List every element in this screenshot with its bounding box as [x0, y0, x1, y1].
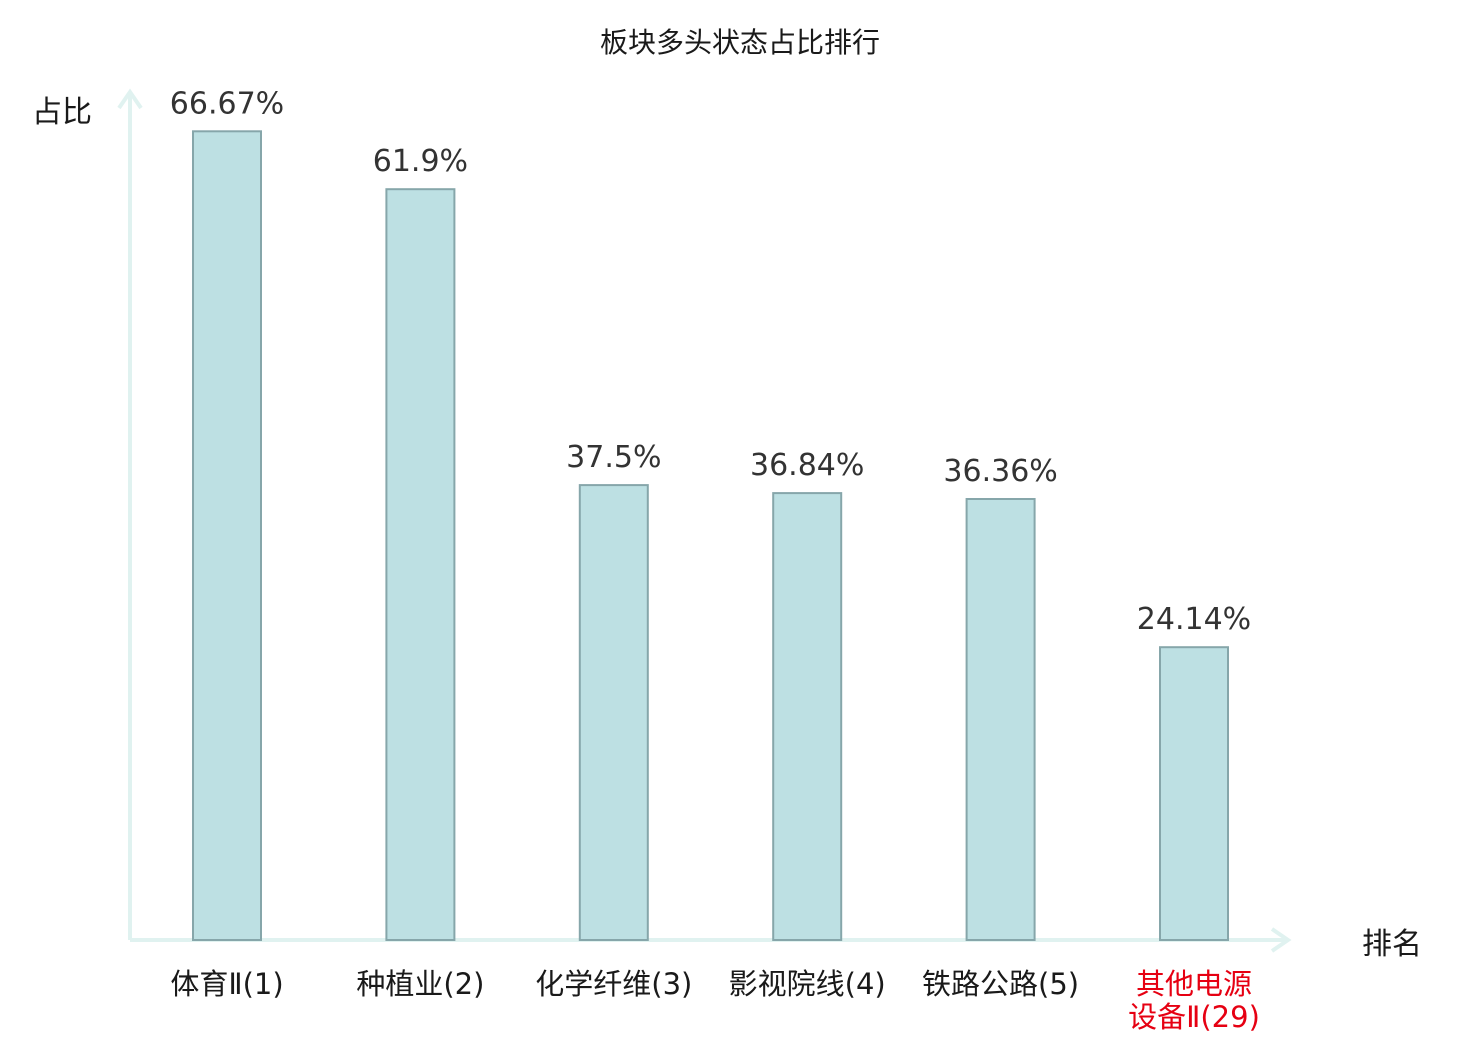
category-label-line: 影视院线(4) — [729, 967, 886, 1001]
bar-6 — [1159, 646, 1229, 941]
y-axis-arrow-icon — [117, 88, 143, 110]
category-label-line: 体育Ⅱ(1) — [170, 967, 283, 1001]
value-label-3: 37.5% — [566, 440, 661, 475]
x-axis-label: 排名 — [1362, 927, 1422, 962]
category-label-2: 种植业(2) — [356, 967, 484, 1001]
y-axis-label: 占比 — [32, 95, 92, 130]
category-label-line: 种植业(2) — [356, 967, 484, 1001]
category-label-6: 其他电源设备Ⅱ(29) — [1128, 967, 1260, 1034]
category-label-line: 铁路公路(5) — [922, 967, 1079, 1001]
value-label-1: 66.67% — [170, 86, 284, 121]
y-axis: 占比 — [32, 88, 143, 940]
category-label-5: 铁路公路(5) — [922, 967, 1079, 1001]
category-labels: 体育Ⅱ(1) 种植业(2) 化学纤维(3) 影视院线(4) 铁路公路(5) 其他电源设备Ⅱ… — [170, 967, 1260, 1034]
category-label-line: 化学纤维(3) — [535, 967, 692, 1001]
category-label-1: 体育Ⅱ(1) — [170, 967, 283, 1001]
category-label-4: 影视院线(4) — [729, 967, 886, 1001]
bar-series — [192, 130, 1229, 942]
value-label-5: 36.36% — [943, 454, 1057, 489]
category-label-line: 其他电源 — [1136, 967, 1252, 1001]
value-labels: 66.67% 61.9% 37.5% 36.84% 36.36% 24.14% — [170, 86, 1251, 637]
value-label-2: 61.9% — [373, 144, 468, 179]
bar-3 — [578, 484, 649, 941]
category-label-3: 化学纤维(3) — [535, 967, 692, 1001]
bar-2 — [385, 188, 456, 941]
bar-4 — [772, 492, 843, 941]
category-label-line: 设备Ⅱ(29) — [1128, 1000, 1260, 1034]
bar-1 — [192, 130, 262, 942]
bar-5 — [965, 498, 1036, 941]
value-label-4: 36.84% — [750, 448, 864, 483]
x-axis-arrow-icon — [1270, 927, 1292, 953]
chart-title: 板块多头状态占比排行 — [600, 26, 880, 59]
x-axis: 排名 — [130, 927, 1422, 962]
value-label-6: 24.14% — [1137, 602, 1251, 637]
